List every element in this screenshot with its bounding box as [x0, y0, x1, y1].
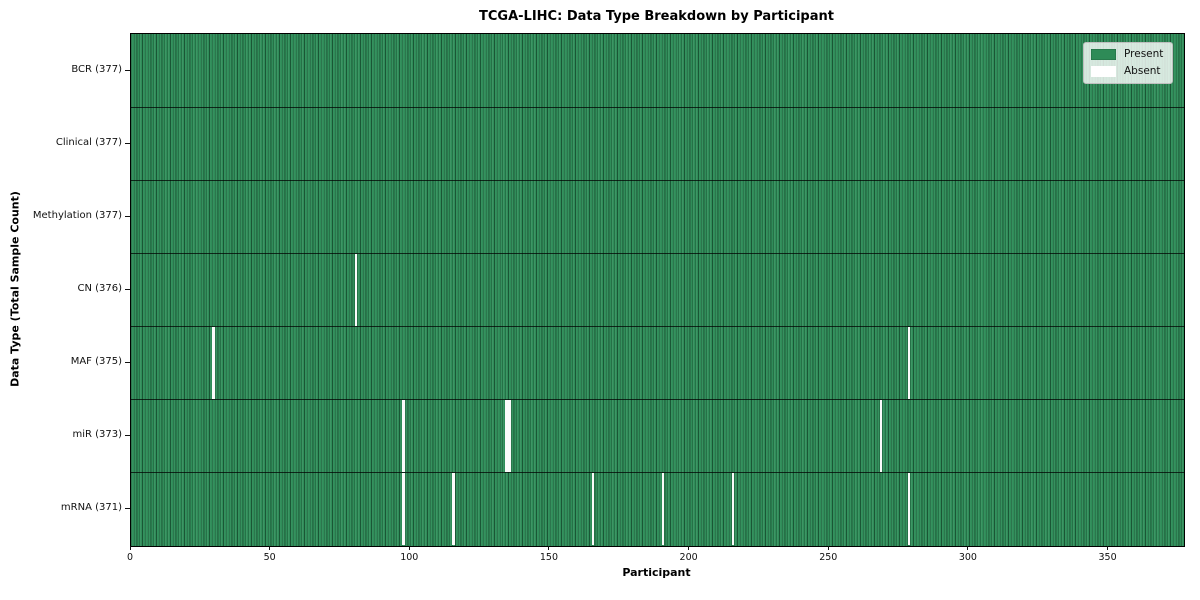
- absent-gap: [731, 473, 735, 546]
- x-tick-mark: [548, 546, 550, 550]
- legend-label: Absent: [1124, 65, 1161, 77]
- row-separator: [131, 106, 1184, 108]
- absent-gap: [354, 254, 358, 326]
- absent-gap: [661, 473, 665, 546]
- x-tick-label: 50: [263, 552, 276, 563]
- x-tick-label: 250: [819, 552, 838, 563]
- x-tick-label: 300: [958, 552, 977, 563]
- absent-gap: [508, 400, 511, 473]
- absent-gap: [452, 473, 455, 546]
- y-tick-label: mRNA (371): [60, 502, 122, 514]
- plot-area: Present Absent: [130, 33, 1185, 547]
- x-tick-label: 150: [539, 552, 559, 563]
- y-tick-label: BCR (377): [71, 63, 122, 75]
- legend-label: Present: [1124, 48, 1164, 60]
- legend-swatch-present: [1091, 48, 1116, 60]
- absent-gap: [907, 327, 911, 400]
- x-tick-mark: [129, 546, 131, 550]
- absent-gap: [212, 327, 215, 400]
- y-tick-mark: [125, 435, 130, 437]
- x-tick-mark: [688, 546, 690, 550]
- row-separator: [131, 326, 1184, 328]
- y-tick-mark: [125, 362, 130, 364]
- y-tick-mark: [125, 215, 130, 217]
- legend-item-present: Present: [1091, 48, 1163, 60]
- y-tick-label: Methylation (377): [32, 209, 122, 221]
- x-tick-label: 200: [679, 552, 698, 563]
- absent-gap: [907, 473, 911, 546]
- y-tick-mark: [125, 142, 130, 144]
- x-tick-mark: [1107, 546, 1109, 550]
- row-separator: [131, 179, 1184, 181]
- y-tick-label: CN (376): [77, 283, 122, 294]
- x-tick-mark: [827, 546, 829, 550]
- y-tick-label: Clinical (377): [55, 136, 122, 148]
- y-tick-label: MAF (375): [70, 356, 122, 368]
- row-separator: [131, 399, 1184, 401]
- absent-gap: [505, 400, 508, 473]
- absent-gap: [879, 400, 883, 473]
- chart-title: TCGA-LIHC: Data Type Breakdown by Partic…: [479, 9, 834, 24]
- x-tick-mark: [967, 546, 969, 550]
- legend-swatch-absent: [1091, 65, 1116, 77]
- x-tick-mark: [269, 546, 271, 550]
- row-separator: [131, 252, 1184, 254]
- x-tick-mark: [408, 546, 410, 550]
- legend-item-absent: Absent: [1091, 65, 1163, 77]
- row-separator: [131, 472, 1184, 474]
- absent-gap: [592, 473, 595, 546]
- x-tick-label: 350: [1098, 552, 1117, 563]
- x-tick-label: 100: [400, 552, 419, 563]
- y-tick-mark: [125, 69, 130, 71]
- y-tick-mark: [125, 289, 130, 290]
- y-tick-mark: [125, 508, 130, 510]
- x-axis-label: Participant: [622, 566, 691, 579]
- absent-gap: [402, 400, 405, 473]
- legend: Present Absent: [1083, 42, 1174, 84]
- absent-gap: [402, 473, 405, 546]
- x-tick-label: 0: [126, 552, 134, 563]
- y-tick-label: miR (373): [72, 429, 122, 441]
